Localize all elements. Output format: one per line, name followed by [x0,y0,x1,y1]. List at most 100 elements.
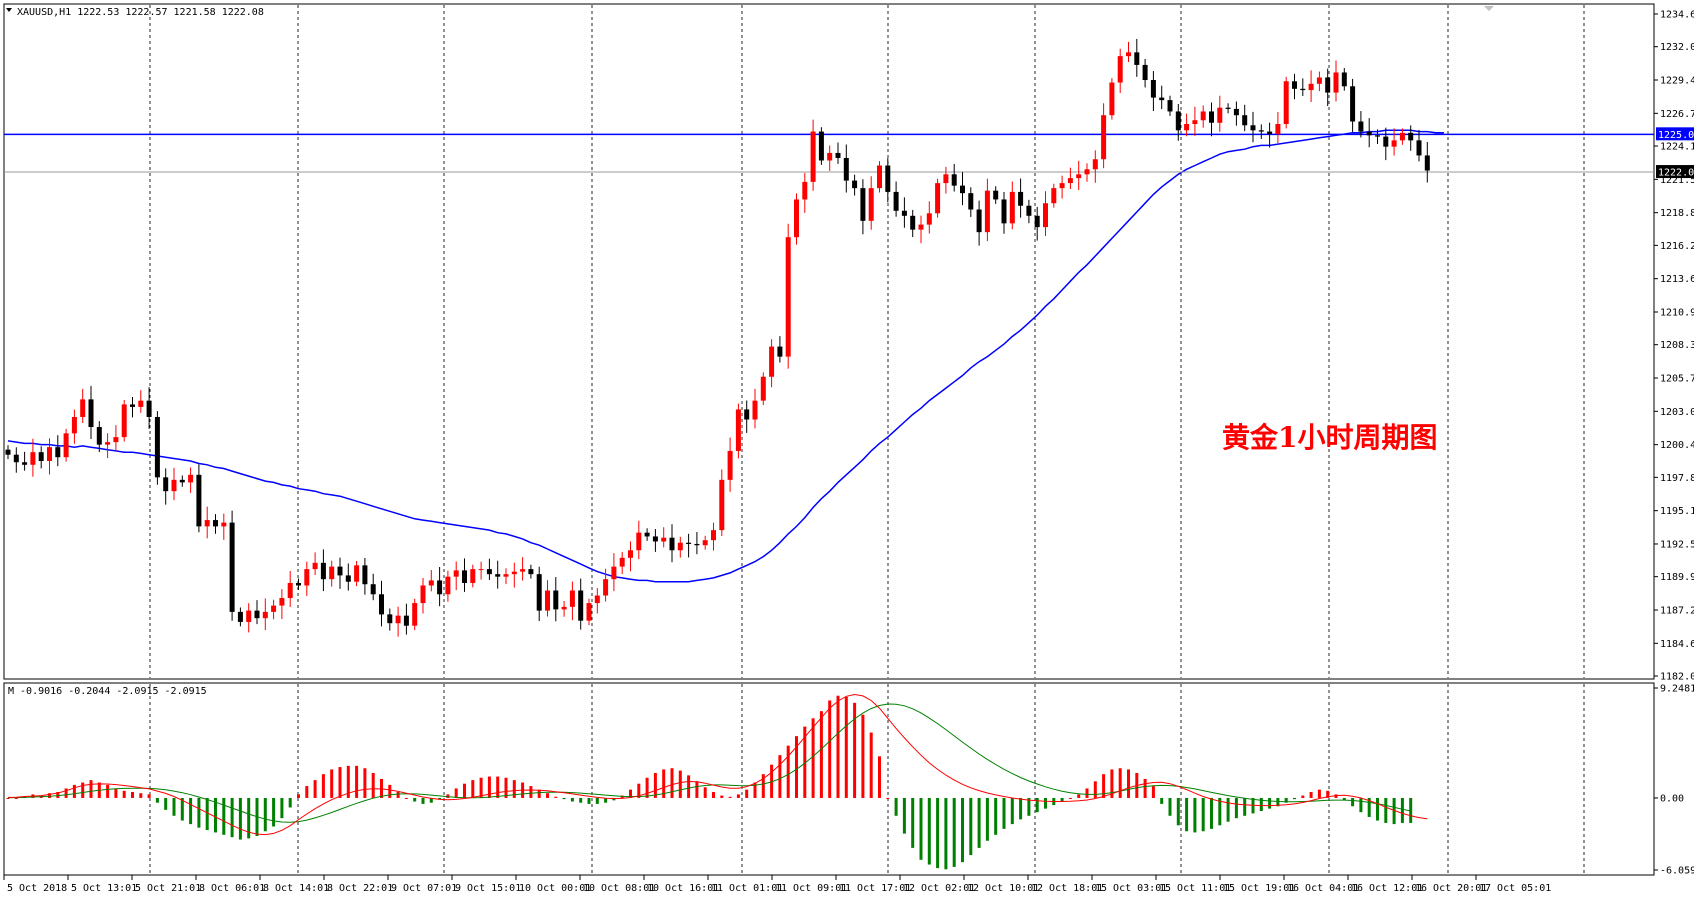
candle-body-40 [337,566,343,576]
macd-bar-78 [653,772,657,798]
candle-body-6 [55,447,61,458]
last-price-box [1656,165,1694,179]
macd-bar-5 [48,793,51,798]
macd-bar-149 [1243,797,1247,816]
candle-body-167 [1391,140,1397,147]
price-tick-label-14: 1197.80 [1660,473,1694,484]
macd-bar-80 [670,768,674,798]
candle-body-165 [1375,135,1380,137]
price-tick-label-15: 1195.15 [1660,506,1694,517]
candle-body-171 [1424,155,1430,171]
macd-bar-79 [662,769,666,798]
candle-body-80 [669,537,675,551]
candle-body-84 [702,540,708,546]
candle-body-162 [1350,86,1356,122]
price-tick-label-16: 1192.50 [1660,539,1694,550]
candle-body-143 [1192,120,1198,125]
macd-bar-143 [1193,797,1197,833]
time-tick-label-2: 5 Oct 21:01 [135,883,201,894]
candle-body-45 [379,594,384,615]
macd-bar-137 [1143,778,1147,798]
candle-body-100 [835,152,841,158]
macd-bar-133 [1110,769,1114,798]
time-tick-label-12: 11 Oct 09:01 [775,883,847,894]
candle-body-54 [453,570,459,577]
macd-bar-40 [338,767,342,798]
macd-bar-114 [952,797,956,867]
time-tick-label-10: 10 Oct 16:01 [647,883,719,894]
macd-bar-73 [612,797,616,801]
macd-bar-64 [537,789,541,798]
macd-bar-91 [761,774,765,798]
candle-body-92 [769,346,775,377]
candle-body-169 [1408,132,1414,141]
time-axis: 5 Oct 2018 5 Oct 13:015 Oct 21:018 Oct 06… [3,875,1551,894]
candle-body-59 [495,574,501,577]
chart-menu-icon[interactable] [6,8,12,12]
candle-body-58 [486,569,492,575]
macd-bar-28 [238,797,242,840]
horizontal-line-1225[interactable] [4,133,1654,173]
candle-body-2 [22,462,28,465]
candle-body-118 [984,190,990,233]
candle-body-144 [1200,111,1206,121]
macd-bar-12 [106,784,110,798]
candle-body-133 [1109,82,1115,116]
macd-bar-52 [438,797,442,800]
candle-body-157 [1308,83,1314,91]
candle-body-102 [852,180,858,189]
macd-bar-110 [919,797,923,860]
candle-body-3 [30,452,36,465]
candle-body-116 [968,193,974,210]
macd-bar-86 [720,795,724,798]
macd-bar-165 [1376,797,1379,821]
macd-bar-102 [853,702,857,798]
price-pane-frame [3,3,1655,680]
macd-bar-97 [811,718,815,798]
price-tick-label-5: 1221.50 [1660,175,1694,186]
macd-bar-22 [189,797,193,825]
time-tick-label-13: 11 Oct 17:01 [839,883,911,894]
macd-bar-89 [745,789,749,798]
candle-body-11 [96,427,102,445]
macd-bar-60 [504,777,508,798]
macd-bar-19 [164,797,168,810]
macd-bar-49 [413,797,417,802]
candle-body-128 [1067,178,1073,184]
candle-body-154 [1283,81,1289,125]
time-tick-label-19: 15 Oct 19:01 [1223,883,1295,894]
price-tick-label-19: 1184.60 [1660,639,1694,650]
scroll-indicator-icon[interactable] [1484,6,1494,11]
candle-body-147 [1225,107,1231,109]
candle-body-101 [843,157,849,181]
macd-bar-85 [712,792,715,798]
candle-body-89 [744,409,750,420]
candle-body-135 [1126,52,1131,57]
price-tick-label-4: 1224.15 [1660,142,1694,153]
candle-body-122 [1018,191,1024,206]
candle-body-150 [1250,125,1256,131]
candle-body-27 [229,522,235,612]
candle-body-21 [179,479,185,483]
time-tick-label-7: 9 Oct 15:01 [455,883,521,894]
macd-bar-99 [828,700,832,798]
macd-bar-162 [1351,797,1355,807]
candle-body-90 [752,400,758,420]
macd-bar-51 [429,797,433,803]
candle-body-31 [262,611,268,619]
candle-body-126 [1051,188,1057,204]
candle-body-95 [794,199,799,238]
macd-bar-46 [388,784,392,798]
candle-body-160 [1333,72,1339,93]
macd-bar-13 [114,788,118,798]
macd-tick-label-1: 0.00 [1660,793,1684,804]
macd-bar-81 [678,770,682,798]
candle-body-36 [304,569,310,586]
time-tick-label-17: 15 Oct 03:01 [1095,883,1167,894]
candle-body-35 [296,582,301,586]
candle-body-117 [976,209,982,233]
macd-bar-160 [1334,794,1338,798]
macd-bar-161 [1342,797,1346,801]
candle-body-24 [204,520,210,527]
candle-body-53 [445,576,451,595]
